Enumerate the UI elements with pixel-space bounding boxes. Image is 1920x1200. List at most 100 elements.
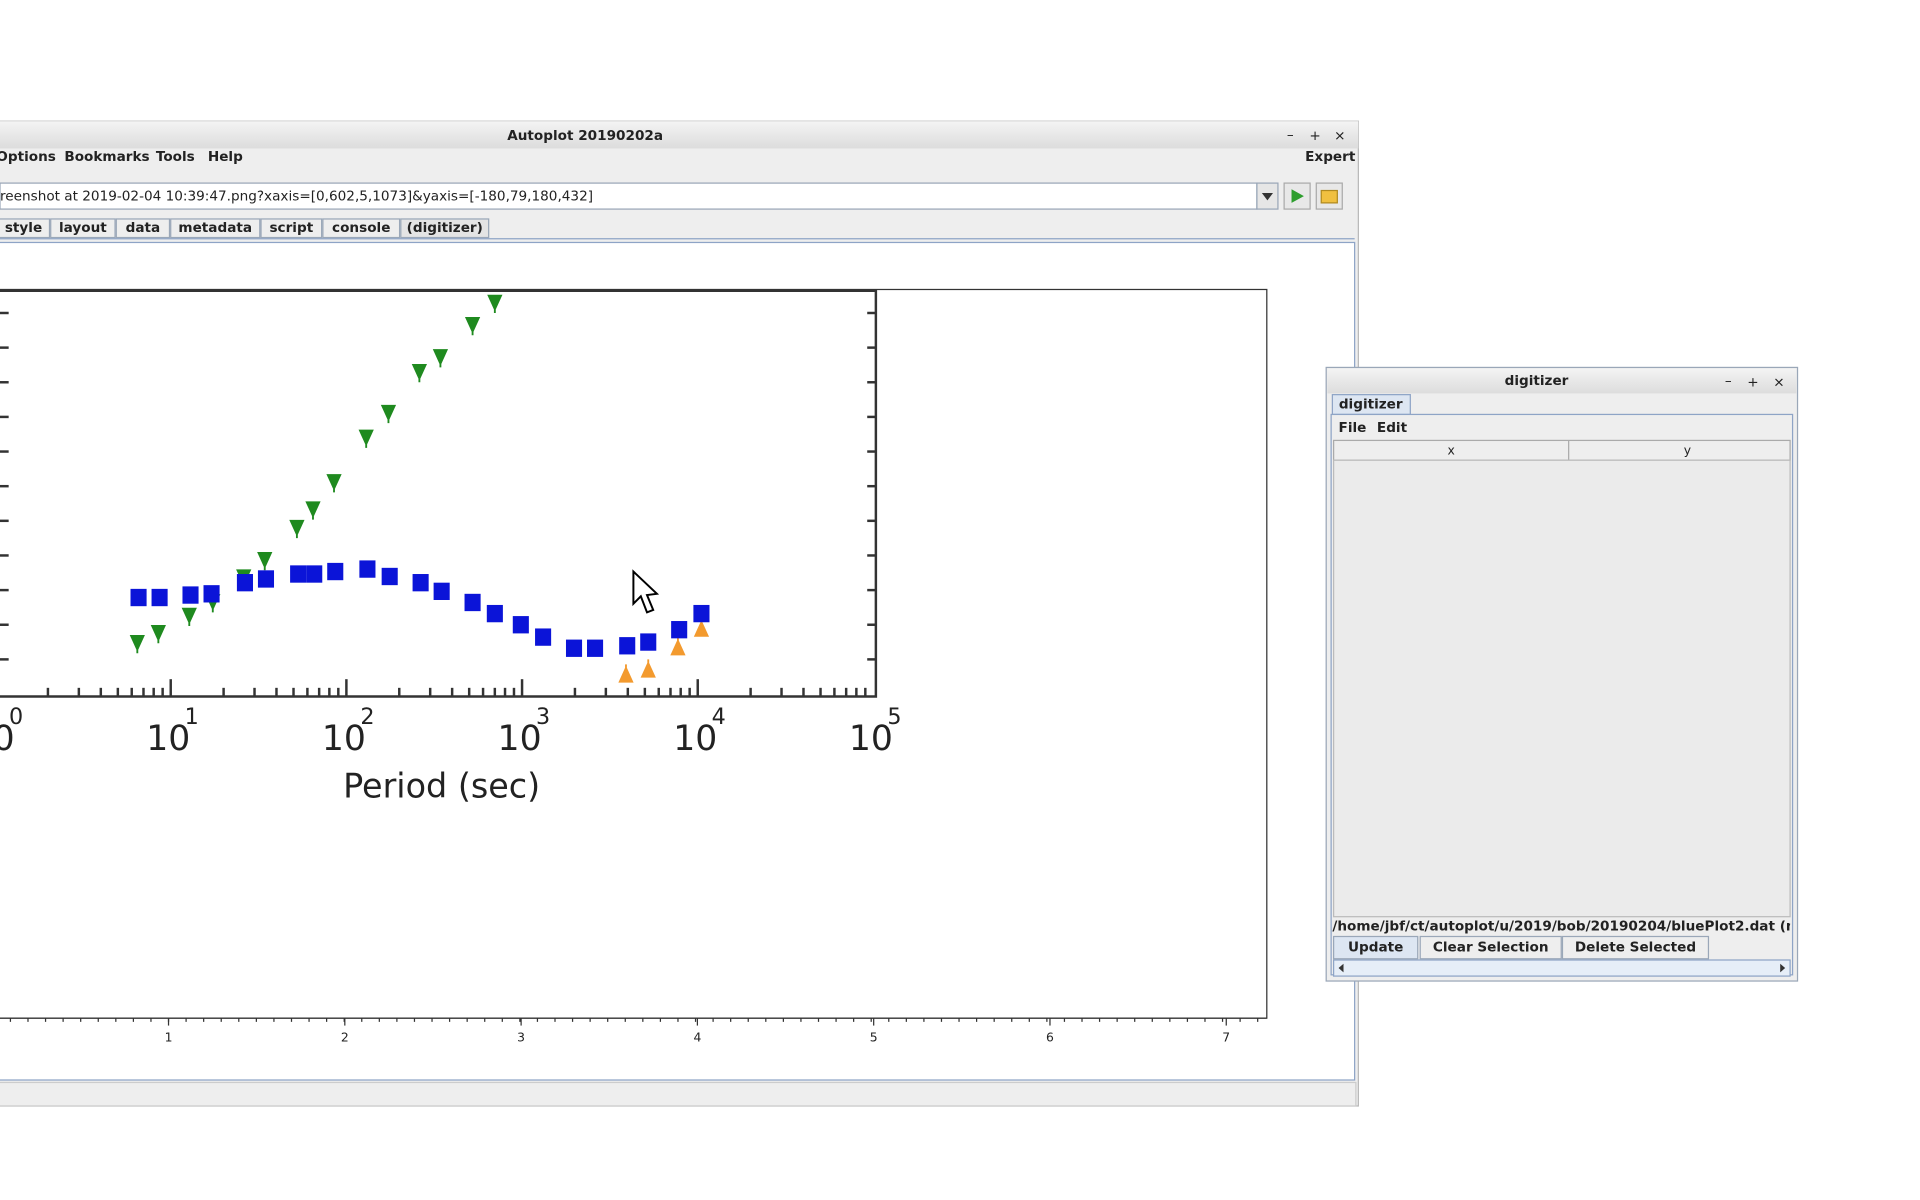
- maximize-button[interactable]: +: [1309, 128, 1320, 144]
- image-xlabel: Period (sec): [343, 767, 540, 806]
- tab-label: console: [332, 220, 390, 236]
- tab[interactable]: [0, 218, 51, 239]
- address-text: reenshot at 2019-02-04 10:39:47.png?xaxi…: [0, 189, 593, 205]
- blue-marker: [412, 574, 429, 592]
- green-marker: [326, 474, 342, 493]
- blue-marker: [693, 604, 710, 623]
- image-frame: [0, 289, 878, 698]
- image-tick-base: 10: [849, 719, 893, 759]
- table-header: [1332, 439, 1791, 461]
- scrollbar[interactable]: [1332, 959, 1791, 977]
- green-marker: [380, 404, 397, 424]
- folder-icon: [1320, 189, 1338, 204]
- go-icon: [1291, 189, 1304, 203]
- tab-label: data: [126, 220, 161, 236]
- blue-marker: [512, 616, 529, 634]
- blue-marker: [130, 588, 147, 607]
- digitizer-minimize[interactable]: –: [1725, 373, 1732, 389]
- tab-label: style: [5, 220, 42, 236]
- tab-label: script: [269, 220, 313, 236]
- expert-menu[interactable]: Expert: [1305, 149, 1356, 165]
- button-label: Update: [1348, 940, 1403, 956]
- blue-marker: [640, 633, 657, 651]
- tab[interactable]: [322, 218, 401, 239]
- blue-marker: [236, 574, 253, 592]
- button[interactable]: [1419, 935, 1562, 960]
- menu-item[interactable]: Help: [208, 149, 243, 165]
- digitizer-close[interactable]: ×: [1773, 374, 1784, 390]
- button-label: Clear Selection: [1433, 940, 1549, 956]
- tab[interactable]: [115, 218, 171, 239]
- blue-marker: [433, 582, 450, 600]
- green-marker: [411, 364, 428, 383]
- menu-item[interactable]: Bookmarks: [64, 149, 149, 165]
- blue-marker: [359, 560, 376, 578]
- blue-marker: [464, 593, 481, 612]
- blue-marker: [671, 621, 688, 639]
- column-header: x: [1447, 443, 1454, 457]
- tab[interactable]: [50, 218, 116, 239]
- close-button[interactable]: ×: [1334, 128, 1345, 144]
- tab-label: metadata: [178, 220, 252, 236]
- image-tick-exponent: 3: [536, 704, 550, 730]
- tab[interactable]: [400, 218, 490, 239]
- button-label: Delete Selected: [1575, 940, 1696, 956]
- blue-marker: [151, 588, 168, 607]
- status-bar: [0, 1081, 1357, 1107]
- green-marker: [129, 634, 145, 654]
- digitizer-menu-item[interactable]: Edit: [1377, 420, 1408, 436]
- blue-marker: [486, 604, 503, 623]
- title-bar: [0, 121, 1359, 149]
- image-tick-exponent: 4: [712, 704, 726, 730]
- blue-marker: [327, 562, 344, 581]
- button[interactable]: [1561, 935, 1710, 960]
- green-marker: [289, 519, 305, 539]
- image-markers: [0, 294, 876, 697]
- blue-marker: [306, 565, 323, 583]
- green-marker: [257, 552, 273, 571]
- menu-item[interactable]: Options: [0, 149, 56, 165]
- digitizer-menu-item[interactable]: File: [1339, 420, 1367, 436]
- digitizer-title: digitizer: [1505, 373, 1569, 389]
- tab[interactable]: [260, 218, 323, 239]
- green-marker: [305, 501, 321, 520]
- blue-marker: [535, 628, 552, 646]
- blue-marker: [565, 639, 583, 657]
- minimize-button[interactable]: –: [1287, 127, 1294, 143]
- orange-marker: [670, 637, 686, 656]
- digitizer-tab-label: digitizer: [1339, 397, 1403, 413]
- blue-marker: [587, 639, 604, 657]
- green-marker: [150, 625, 166, 644]
- tab[interactable]: [170, 218, 261, 239]
- image-tick-exponent: 2: [360, 704, 374, 730]
- x-tick-label: 1: [165, 1030, 173, 1044]
- menu-item[interactable]: Tools: [156, 149, 195, 165]
- blue-marker: [290, 565, 307, 583]
- image-tick-exponent: 1: [185, 704, 199, 730]
- green-marker: [432, 349, 449, 368]
- image-tick-base: 10: [498, 719, 542, 759]
- blue-marker: [203, 585, 220, 603]
- digitizer-maximize[interactable]: +: [1747, 374, 1758, 390]
- address-field[interactable]: [0, 182, 1258, 210]
- green-marker: [181, 607, 197, 626]
- orange-marker: [640, 659, 656, 678]
- green-marker: [487, 294, 503, 313]
- x-tick-label: 2: [341, 1030, 349, 1044]
- file-path: /home/jbf/ct/autoplot/u/2019/bob/2019020…: [1332, 919, 1843, 935]
- green-marker: [464, 317, 481, 336]
- image-tick-exponent: 5: [887, 704, 901, 730]
- green-marker: [358, 429, 374, 448]
- image-tick-exponent: 0: [9, 704, 23, 730]
- digitizer-title-bar: [1327, 368, 1797, 394]
- blue-marker: [257, 570, 275, 588]
- button[interactable]: [1332, 935, 1419, 960]
- image-tick-base: 10: [146, 719, 190, 759]
- image-tick-base: 10: [673, 719, 717, 759]
- x-tick-label: 7: [1222, 1030, 1230, 1044]
- window-title: Autoplot 20190202a: [507, 128, 663, 144]
- x-tick-label: 4: [693, 1030, 701, 1044]
- image-tick-base: 10: [322, 719, 366, 759]
